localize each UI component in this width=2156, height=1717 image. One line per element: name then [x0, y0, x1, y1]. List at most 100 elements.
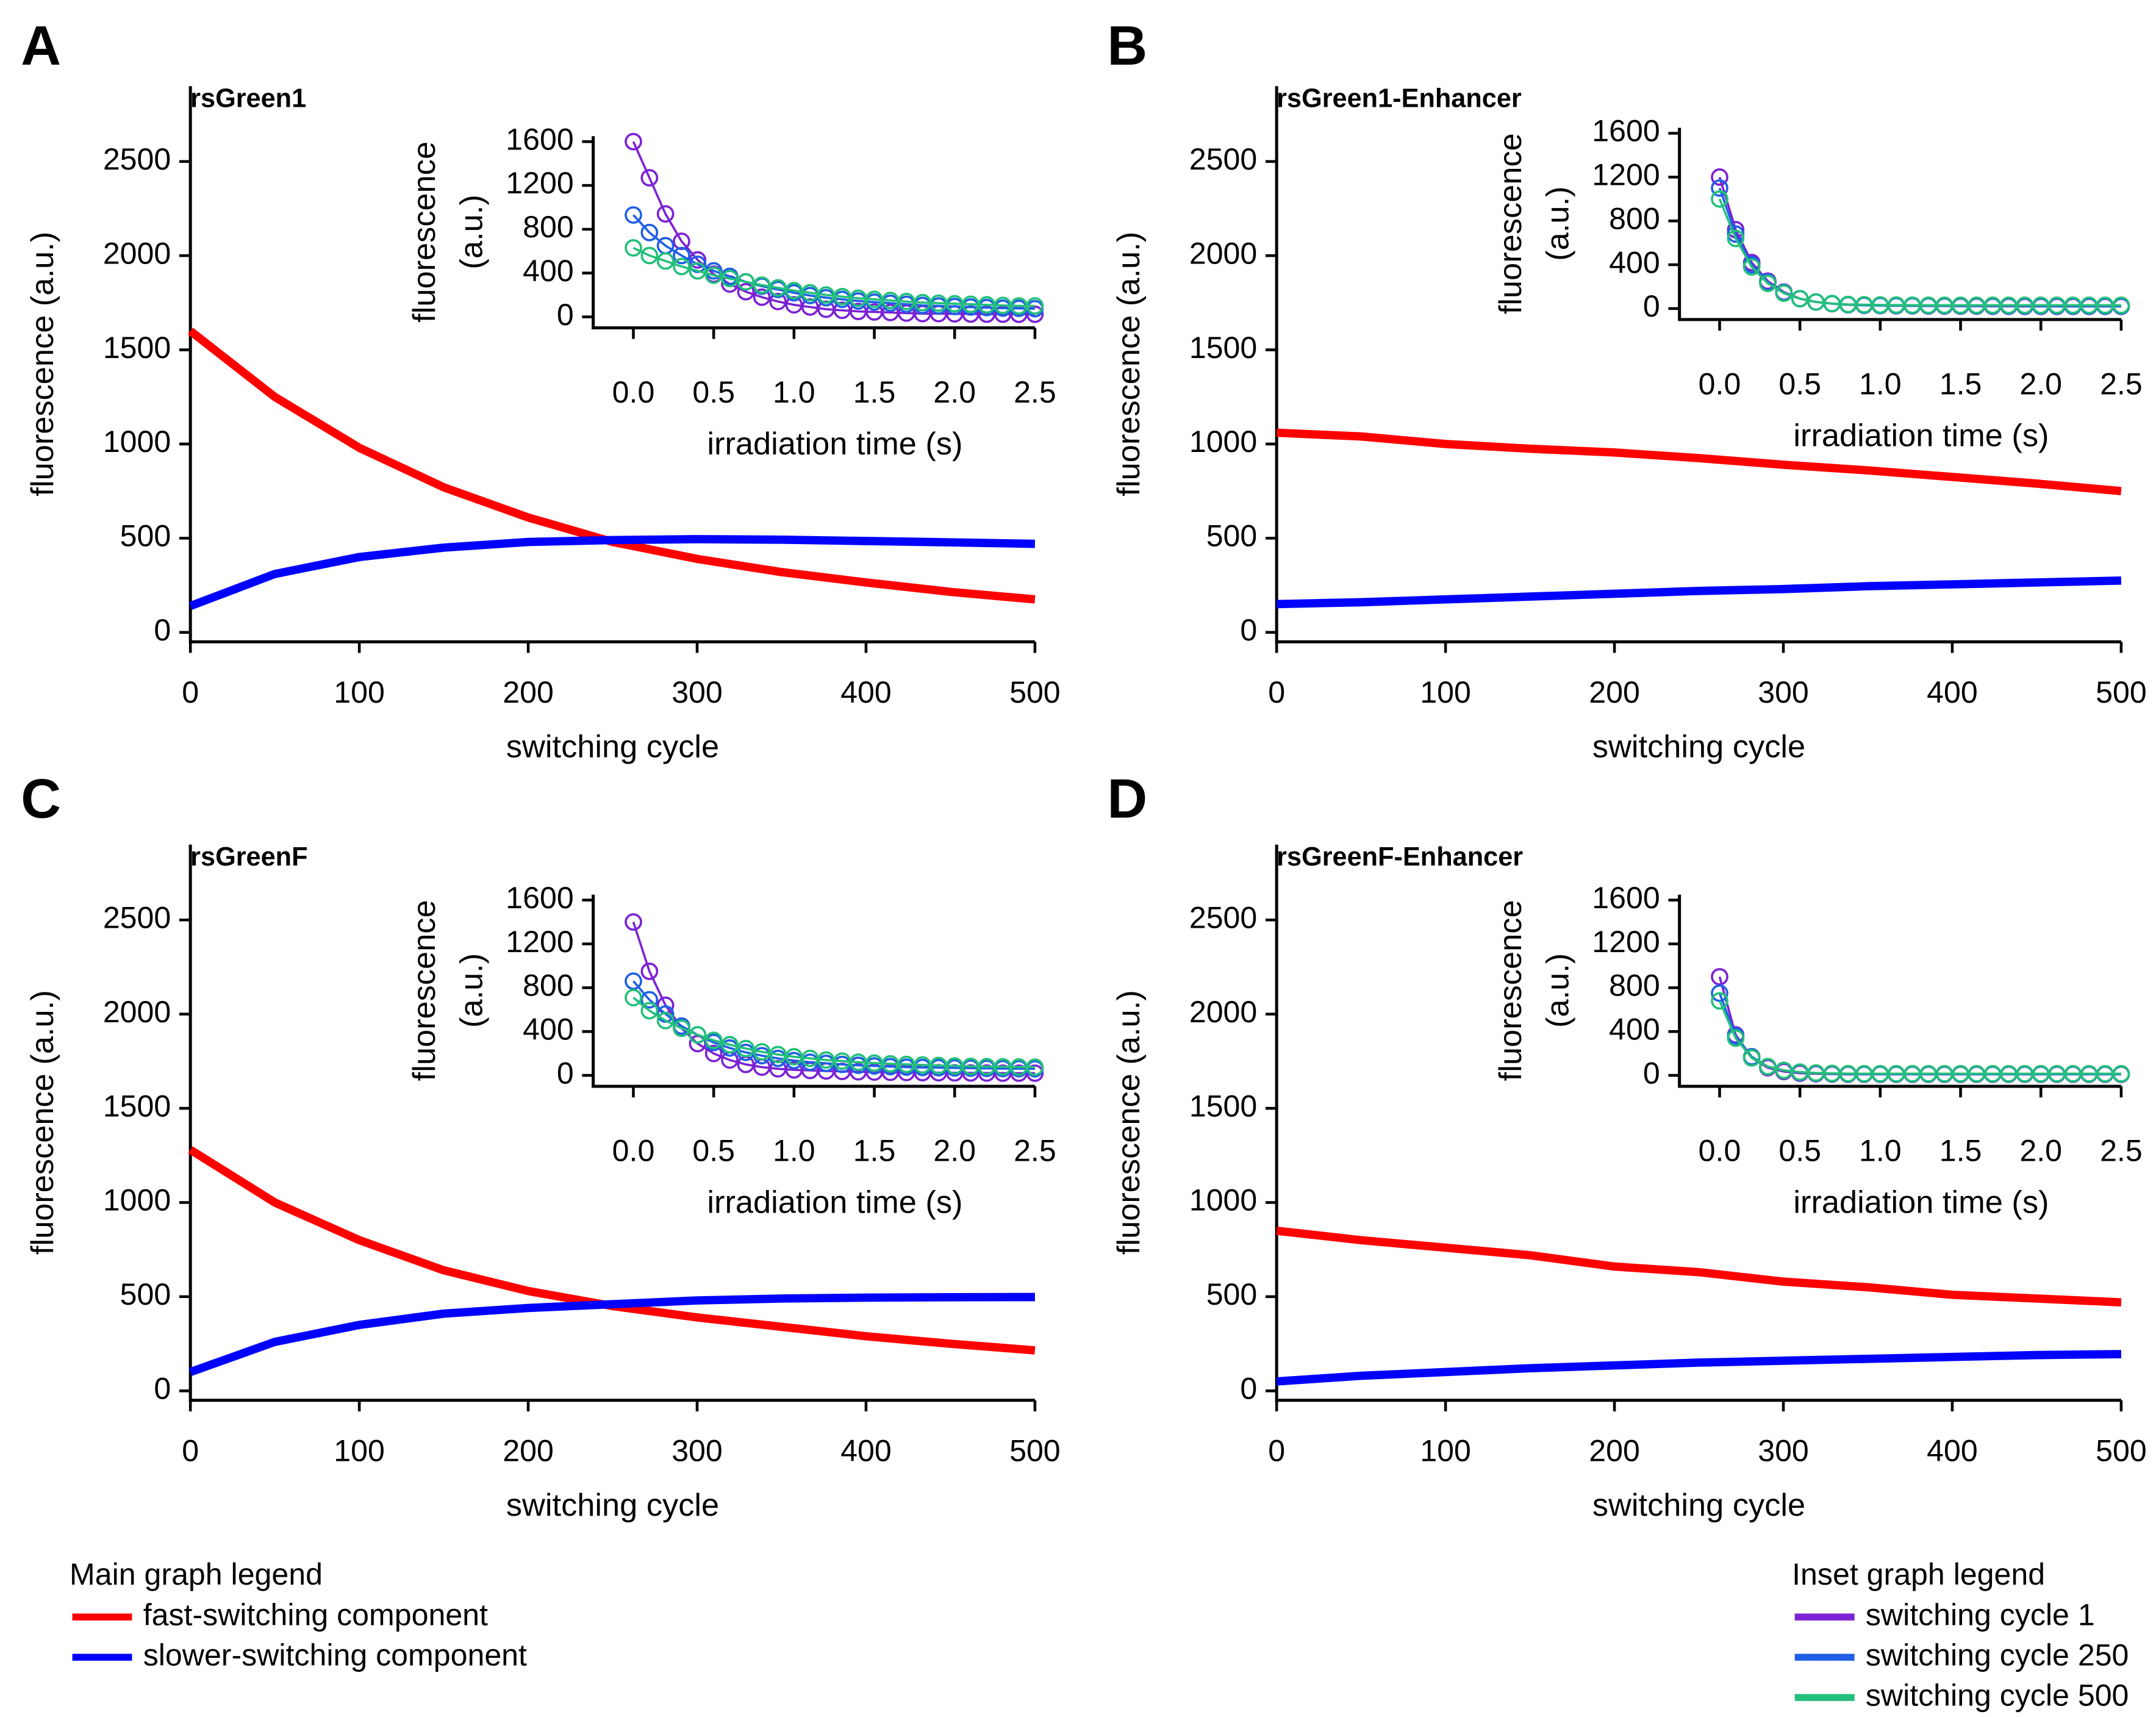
x-tick-label: 200	[503, 1434, 554, 1468]
data-marker	[673, 1019, 690, 1038]
y-axis-label: fluorescence (a.u.)	[1111, 990, 1147, 1255]
x-tick-label: 2.5	[1014, 1134, 1056, 1168]
x-tick-label: 300	[672, 1434, 723, 1468]
data-marker	[769, 293, 787, 310]
x-tick-label: 1.0	[1859, 367, 1902, 401]
legend: Main graph legend fast-switching componen…	[70, 1557, 527, 1672]
y-tick-label: 0	[1643, 289, 1660, 323]
x-tick-label: 1.0	[773, 1134, 815, 1168]
x-tick-label: 200	[1589, 1434, 1640, 1468]
data-marker	[1791, 290, 1809, 308]
axes	[592, 894, 1035, 1088]
y-axis-label: fluorescence (a.u.)	[1111, 232, 1147, 496]
x-tick-label: 300	[1758, 1434, 1809, 1468]
axes	[188, 844, 1035, 1402]
legend-label: switching cycle 250	[1866, 1638, 2129, 1672]
data-marker	[704, 266, 723, 284]
axes	[592, 136, 1035, 329]
y-tick-label: 2000	[103, 236, 171, 270]
x-tick-label: 100	[1420, 675, 1471, 709]
x-tick-label: 400	[1927, 675, 1978, 709]
y-tick-label: 1200	[1592, 158, 1660, 192]
legend-title: Main graph legend	[70, 1557, 323, 1591]
inset-line	[1718, 976, 2121, 1076]
data-marker	[1711, 984, 1728, 1002]
chart-title: rsGreenF-Enhancer	[1277, 842, 1523, 872]
inset-chart: 0 400 800 1200 1600 0.0 0.5 1.0 1.5 2.0 2.5 irradia…	[1493, 114, 2143, 454]
x-tick-label: 100	[334, 1434, 385, 1468]
x-tick-label: 400	[840, 675, 892, 709]
data-marker	[737, 1039, 755, 1058]
x-tick-label: 0.5	[692, 1134, 735, 1168]
axes	[1678, 894, 2121, 1088]
x-tick-label: 1.5	[1939, 367, 1982, 401]
y-tick-label: 800	[1609, 969, 1660, 1003]
x-tick-label: 2.0	[2019, 367, 2062, 401]
axes	[1275, 844, 2121, 1402]
x-tick-label: 0	[1268, 675, 1285, 709]
x-tick-label: 0.5	[1778, 367, 1821, 401]
inset-line	[1718, 992, 2121, 1075]
inset-line	[632, 980, 1035, 1070]
x-tick-label: 0.5	[692, 375, 735, 409]
x-tick-label: 1.0	[1859, 1134, 1902, 1168]
y-axis-label: fluorescence	[1493, 900, 1528, 1081]
data-line	[188, 1146, 1036, 1355]
axes	[1678, 127, 2121, 321]
y-axis-label: fluorescence (a.u.)	[25, 990, 60, 1255]
y-axis-label: fluorescence	[407, 900, 442, 1081]
x-tick-label: 300	[1758, 675, 1809, 709]
y-tick-label: 0	[1643, 1056, 1660, 1090]
data-marker	[625, 206, 642, 224]
x-tick-label: 100	[1420, 1434, 1471, 1468]
data-marker	[656, 1011, 675, 1030]
y-tick-label: 2500	[1189, 142, 1257, 176]
y-tick-label: 500	[1206, 519, 1258, 553]
x-tick-label: 2.5	[1014, 375, 1056, 409]
data-marker	[1026, 1064, 1044, 1082]
data-line	[1276, 1350, 2121, 1386]
data-marker	[1711, 992, 1728, 1010]
y-tick-label: 2000	[1189, 236, 1257, 270]
data-marker	[625, 913, 642, 931]
data-marker	[753, 1043, 771, 1061]
data-marker	[625, 239, 642, 257]
data-marker	[625, 132, 642, 151]
y-tick-label: 1500	[103, 331, 171, 365]
data-marker	[1711, 968, 1728, 986]
legend: Inset graph legend switching cycle 1 switc…	[1792, 1557, 2129, 1712]
data-marker	[1727, 1029, 1745, 1047]
data-marker	[1026, 297, 1044, 315]
y-tick-label: 1600	[506, 881, 573, 915]
x-tick-label: 0	[182, 1434, 199, 1468]
data-marker	[769, 279, 787, 297]
x-axis-label: irradiation time (s)	[1793, 418, 2049, 453]
y-axis-label: (a.u.)	[1541, 187, 1576, 261]
data-marker	[689, 262, 707, 280]
x-tick-label: 200	[1589, 675, 1640, 709]
inset-chart: 0 400 800 1200 1600 0.0 0.5 1.0 1.5 2.0 2.5 irradia…	[1493, 881, 2143, 1221]
data-marker	[1759, 1058, 1777, 1076]
data-marker	[673, 257, 690, 276]
data-marker	[704, 1031, 723, 1049]
data-line	[188, 1292, 1035, 1376]
x-tick-label: 2.0	[2019, 1134, 2062, 1168]
x-tick-label: 1.0	[773, 375, 815, 409]
x-axis-label: switching cycle	[506, 729, 719, 764]
y-tick-label: 1500	[1189, 1089, 1257, 1123]
x-tick-label: 0.0	[612, 375, 655, 409]
x-tick-label: 1.5	[853, 1134, 896, 1168]
y-tick-label: 2500	[103, 142, 171, 176]
x-tick-label: 2.5	[2100, 367, 2143, 401]
data-line	[187, 328, 1036, 604]
x-tick-label: 0.5	[1778, 1134, 1821, 1168]
y-tick-label: 1000	[103, 425, 171, 459]
x-tick-label: 0	[182, 675, 199, 709]
x-tick-label: 0.0	[1699, 367, 1741, 401]
panel-letter: C	[21, 768, 61, 830]
data-line	[1277, 576, 2122, 609]
y-tick-label: 1000	[1189, 1183, 1257, 1217]
x-tick-label: 0.0	[1699, 1134, 1741, 1168]
